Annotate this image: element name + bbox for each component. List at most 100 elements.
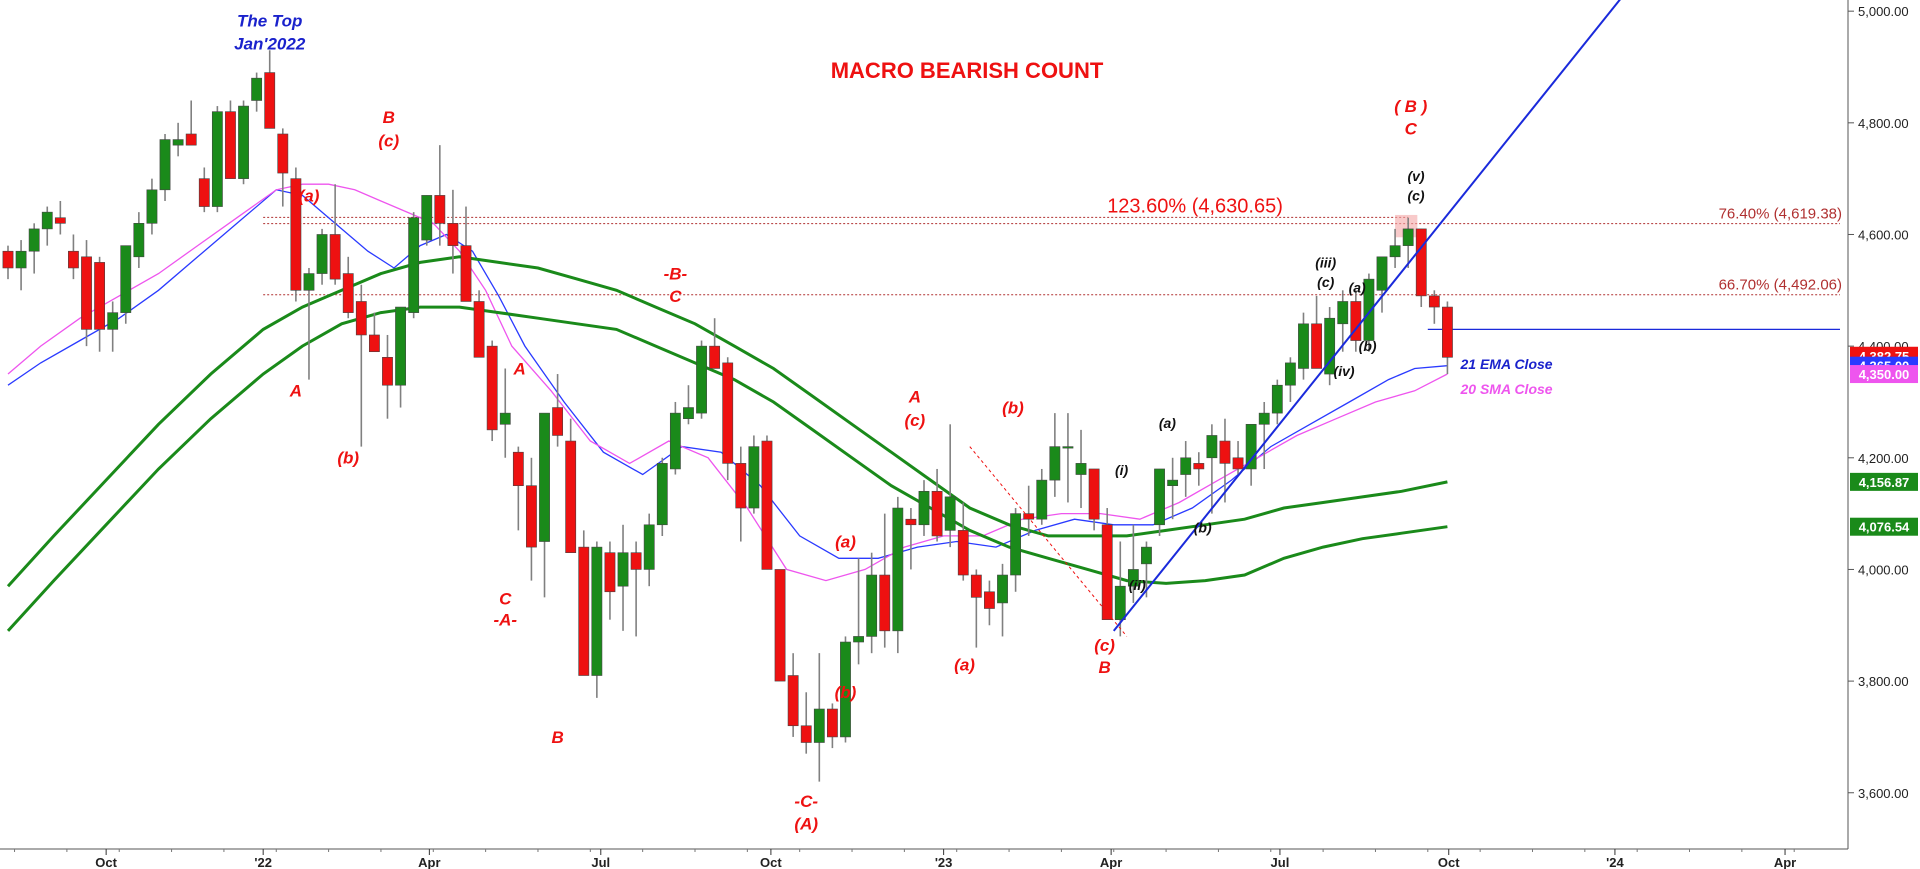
candle-down — [735, 463, 747, 509]
candle-down — [957, 530, 969, 576]
wave-label: -C- — [794, 792, 818, 811]
candle-up — [159, 139, 171, 191]
candle-up — [1376, 256, 1388, 291]
x-tick-label: Apr — [1774, 855, 1796, 869]
wave-label: (c) — [378, 132, 399, 151]
candle-up — [944, 496, 956, 531]
candle-down — [355, 301, 367, 336]
last-value-text: 4,350.00 — [1859, 367, 1910, 382]
wave-label: (a) — [835, 532, 856, 551]
wave-label: (a) — [954, 655, 975, 674]
candle-up — [1127, 569, 1139, 587]
candle-up — [892, 507, 904, 632]
candle-up — [133, 223, 145, 258]
wave-label: (A) — [794, 814, 818, 833]
wave-label: (ii) — [1129, 577, 1146, 593]
wave-label: Jan'2022 — [234, 34, 306, 53]
candle-up — [1324, 317, 1336, 375]
x-tick-label: Apr — [418, 855, 440, 869]
wave-label: (c) — [904, 411, 925, 430]
candle-down — [185, 133, 197, 146]
x-tick-label: '23 — [935, 855, 953, 869]
wave-label: -A- — [493, 611, 517, 630]
candle-up — [316, 234, 328, 274]
candle-up — [1075, 463, 1087, 475]
candles-layer — [2, 50, 1453, 782]
candle-down — [81, 256, 92, 330]
candle-up — [211, 111, 223, 207]
candle-down — [879, 574, 891, 632]
candle-up — [120, 245, 132, 313]
wave-label: C — [1405, 119, 1418, 138]
candle-up — [813, 708, 825, 743]
candle-up — [251, 77, 263, 101]
y-tick-label: 4,000.00 — [1858, 562, 1909, 577]
last-value-badge — [1850, 472, 1918, 491]
wave-label: ( B ) — [1394, 97, 1427, 116]
candle-down — [264, 72, 276, 129]
wave-label: C — [669, 287, 682, 306]
wave-label: (v) — [1407, 168, 1424, 184]
candle-up — [1389, 245, 1401, 258]
candle-down — [329, 234, 341, 280]
wave-label: (b) — [1359, 338, 1377, 354]
candle-up — [656, 463, 668, 526]
wave-label: B — [1098, 658, 1110, 677]
candle-up — [1049, 446, 1061, 481]
candle-down — [198, 178, 210, 207]
candle-up — [840, 641, 851, 738]
candle-down — [290, 178, 302, 291]
annotations-layer: The Top Jan'2022 (a) A (b) B (c) A C -A- B -B- C -C- (… — [234, 12, 1553, 834]
candle-up — [591, 546, 603, 676]
candle-down — [447, 223, 459, 246]
candle-up — [669, 412, 681, 470]
y-tick-label: 3,800.00 — [1858, 674, 1909, 689]
x-tick-label: Oct — [1438, 855, 1460, 869]
x-tick-label: '22 — [254, 855, 272, 869]
candle-down — [905, 518, 917, 526]
trendlines-layer — [969, 0, 1621, 637]
candle-down — [1311, 323, 1322, 369]
wave-label: -B- — [664, 265, 688, 284]
candle-down — [368, 334, 380, 353]
candle-down — [54, 217, 66, 224]
plot-background — [0, 0, 1850, 849]
candle-up — [15, 250, 27, 269]
y-tick-label: 3,600.00 — [1858, 786, 1909, 801]
candle-down — [1442, 306, 1453, 358]
candle-up — [1363, 278, 1375, 341]
last-value-text: 4,156.87 — [1859, 475, 1910, 490]
candle-down — [434, 195, 446, 224]
candle-up — [172, 139, 184, 146]
candle-up — [1062, 446, 1074, 449]
wave-label: (c) — [1317, 274, 1334, 290]
candle-down — [1101, 524, 1113, 620]
last-value-text: 4,076.54 — [1859, 520, 1910, 535]
candle-down — [382, 356, 393, 386]
level-label: 66.70% (4,492.06) — [1719, 277, 1842, 294]
candle-up — [696, 345, 707, 414]
candle-down — [512, 451, 524, 487]
x-tick-label: Oct — [760, 855, 782, 869]
candle-up — [1298, 323, 1309, 369]
last-value-badge — [1850, 517, 1918, 536]
candle-down — [630, 552, 642, 570]
chart-title: MACRO BEARISH COUNT — [831, 58, 1104, 83]
level-lines-layer: 76.40% (4,619.38) 66.70% (4,492.06) 123.60… — [263, 196, 1842, 330]
candle-down — [1428, 295, 1440, 308]
candle-up — [1010, 513, 1022, 576]
candle-down — [826, 708, 838, 738]
candle-up — [1154, 468, 1165, 526]
candle-down — [984, 591, 995, 609]
candle-up — [683, 407, 694, 420]
candle-up — [421, 195, 433, 241]
x-tick-label: Jul — [1271, 855, 1290, 869]
candle-down — [1219, 440, 1231, 464]
candle-up — [1206, 435, 1218, 459]
candle-down — [1088, 468, 1100, 520]
candle-down — [68, 250, 79, 269]
y-tick-label: 5,000.00 — [1858, 4, 1909, 19]
wave-label: The Top — [237, 12, 302, 31]
candle-down — [578, 546, 590, 676]
candle-down — [460, 245, 472, 302]
